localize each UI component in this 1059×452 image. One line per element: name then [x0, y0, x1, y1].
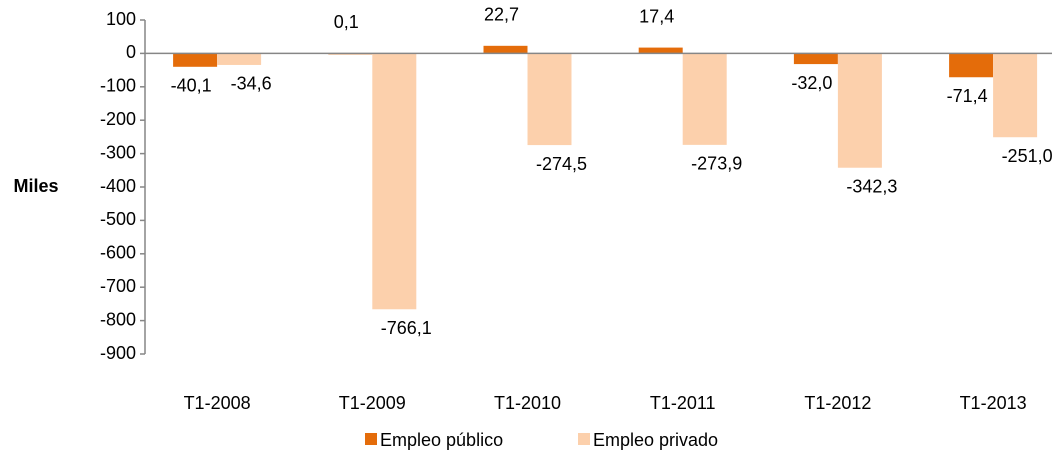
y-tick-label: -400 [100, 176, 136, 196]
data-label: -342,3 [846, 176, 897, 196]
data-label: -40,1 [171, 76, 212, 96]
y-tick-label: -800 [100, 309, 136, 329]
data-label: 22,7 [484, 5, 519, 25]
bar [638, 47, 683, 54]
bar [527, 53, 572, 146]
bar [217, 53, 262, 65]
bar [837, 53, 882, 168]
data-label: -32,0 [791, 73, 832, 93]
y-tick-label: 0 [126, 42, 136, 62]
bar [682, 53, 727, 145]
data-label: -766,1 [381, 318, 432, 338]
x-tick-label: T1-2010 [494, 393, 561, 413]
y-tick-label: -200 [100, 109, 136, 129]
data-label: -71,4 [947, 86, 988, 106]
x-tick-label: T1-2013 [960, 393, 1027, 413]
legend-label: Empleo público [380, 430, 503, 450]
bar [173, 53, 218, 67]
legend-swatch [578, 433, 590, 445]
bar [949, 53, 994, 78]
y-tick-label: -100 [100, 76, 136, 96]
legend-swatch [365, 433, 377, 445]
data-label: 0,1 [334, 12, 359, 32]
x-tick-label: T1-2012 [804, 393, 871, 413]
bar [483, 45, 528, 54]
y-tick-label: 100 [106, 9, 136, 29]
bar [372, 53, 417, 310]
y-axis-label: Miles [13, 176, 58, 196]
y-tick-label: -600 [100, 243, 136, 263]
y-tick-label: -700 [100, 276, 136, 296]
x-tick-label: T1-2011 [650, 393, 716, 413]
data-label: 17,4 [639, 6, 674, 26]
data-label: -34,6 [231, 74, 272, 94]
x-tick-label: T1-2008 [184, 393, 251, 413]
data-label: -251,0 [1002, 146, 1053, 166]
data-label: -274,5 [536, 154, 587, 174]
bar [793, 53, 838, 65]
data-label: -273,9 [691, 154, 742, 174]
y-tick-label: -900 [100, 343, 136, 363]
legend-label: Empleo privado [593, 430, 718, 450]
y-tick-label: -300 [100, 142, 136, 162]
bar [993, 53, 1038, 138]
y-tick-label: -500 [100, 209, 136, 229]
x-tick-label: T1-2009 [339, 393, 406, 413]
